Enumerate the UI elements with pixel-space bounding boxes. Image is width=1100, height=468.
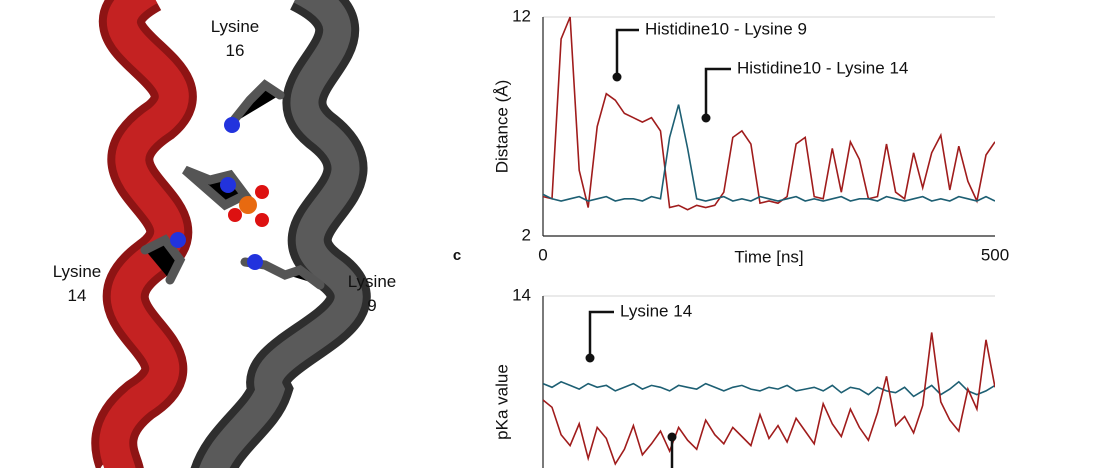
nitrogen bbox=[247, 254, 263, 270]
molecule-label: Lysine 14 bbox=[53, 262, 102, 305]
callout-line bbox=[615, 28, 639, 77]
series-line bbox=[543, 16, 995, 211]
nitrogen bbox=[224, 117, 240, 133]
molecule-label: Lysine 9 bbox=[348, 272, 397, 315]
nitrogen bbox=[170, 232, 186, 248]
molecule-label: Lysine 16 bbox=[211, 17, 260, 60]
y-axis-label: Distance (Å) bbox=[492, 80, 511, 174]
x-axis-label: Time [ns] bbox=[734, 247, 803, 266]
callout-line bbox=[588, 310, 614, 358]
callout-dot bbox=[701, 113, 711, 123]
nitrogen bbox=[220, 177, 236, 193]
y-axis-label: pKa value bbox=[492, 364, 511, 440]
x-tick-label: 0 bbox=[538, 245, 547, 264]
gray-helix-highlight bbox=[199, 0, 363, 468]
y-tick-label: 12 bbox=[512, 6, 531, 25]
annotation: Histidine10 - Lysine 9 bbox=[645, 19, 807, 38]
callout-dot bbox=[667, 432, 677, 442]
molecule-render bbox=[91, 0, 371, 468]
annotation: Histidine10 - Lysine 14 bbox=[737, 58, 908, 77]
y-tick-label: 14 bbox=[512, 285, 531, 304]
series-line bbox=[543, 380, 995, 398]
series-line bbox=[543, 104, 995, 202]
phosphorus bbox=[239, 196, 257, 214]
callout-line bbox=[704, 67, 731, 118]
x-tick-label: 500 bbox=[981, 245, 1009, 264]
oxygen bbox=[228, 208, 242, 222]
y-tick-label: 2 bbox=[522, 225, 531, 244]
oxygen bbox=[255, 213, 269, 227]
annotation: Lysine 14 bbox=[620, 301, 692, 320]
panel-label: c bbox=[453, 247, 461, 264]
series-line bbox=[543, 332, 995, 466]
side-chains bbox=[140, 79, 325, 290]
red-helix-highlight bbox=[99, 0, 189, 468]
oxygen bbox=[255, 185, 269, 199]
callout-dot bbox=[585, 353, 595, 363]
callout-dot bbox=[612, 72, 622, 82]
